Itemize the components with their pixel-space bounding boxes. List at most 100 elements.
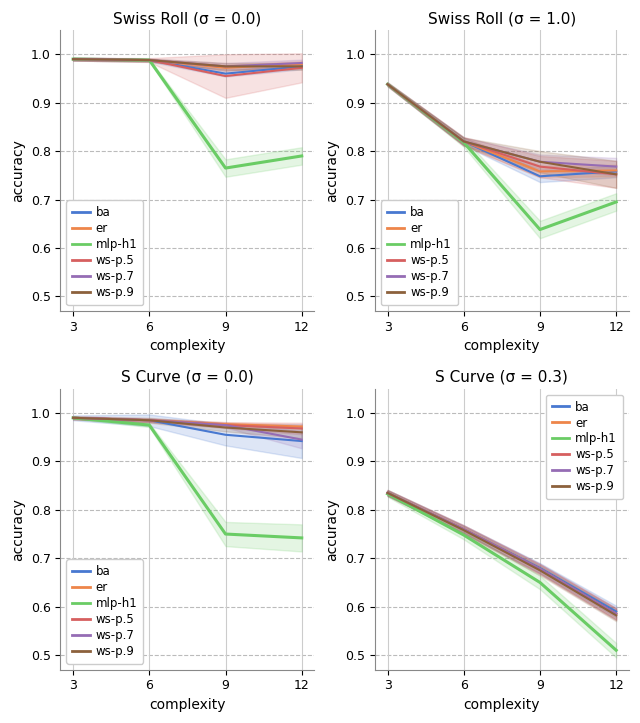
Y-axis label: accuracy: accuracy — [11, 139, 25, 202]
er — [221, 420, 229, 429]
Line: ws-p.7: ws-p.7 — [73, 418, 301, 440]
er — [460, 525, 468, 534]
er — [460, 137, 468, 146]
Legend: ba, er, mlp-h1, ws-p.5, ws-p.7, ws-p.9: ba, er, mlp-h1, ws-p.5, ws-p.7, ws-p.9 — [546, 395, 623, 500]
ws-p.9 — [612, 170, 620, 179]
ws-p.7 — [384, 80, 392, 89]
Line: ws-p.5: ws-p.5 — [73, 418, 301, 429]
mlp-h1 — [145, 56, 153, 64]
ba — [612, 607, 620, 616]
Legend: ba, er, mlp-h1, ws-p.5, ws-p.7, ws-p.9: ba, er, mlp-h1, ws-p.5, ws-p.7, ws-p.9 — [67, 200, 143, 305]
ws-p.7 — [69, 55, 77, 64]
ba — [536, 564, 544, 573]
Line: er: er — [73, 418, 301, 427]
er — [536, 167, 544, 176]
ws-p.9 — [460, 526, 468, 534]
mlp-h1 — [221, 530, 229, 539]
Line: ws-p.5: ws-p.5 — [388, 493, 616, 614]
ws-p.5 — [69, 55, 77, 64]
Line: ba: ba — [388, 493, 616, 612]
Y-axis label: accuracy: accuracy — [326, 497, 340, 560]
er — [69, 55, 77, 64]
ws-p.9 — [69, 55, 77, 64]
Line: ba: ba — [73, 418, 301, 441]
ba — [69, 414, 77, 422]
ba — [384, 80, 392, 89]
ws-p.5 — [384, 489, 392, 497]
Line: ws-p.9: ws-p.9 — [73, 418, 301, 432]
er — [384, 489, 392, 497]
ws-p.7 — [460, 137, 468, 146]
ws-p.7 — [298, 59, 305, 67]
ba — [460, 137, 468, 146]
ws-p.7 — [612, 609, 620, 618]
ws-p.5 — [221, 421, 229, 429]
mlp-h1 — [221, 163, 229, 172]
ws-p.9 — [460, 137, 468, 146]
Legend: ba, er, mlp-h1, ws-p.5, ws-p.7, ws-p.9: ba, er, mlp-h1, ws-p.5, ws-p.7, ws-p.9 — [381, 200, 458, 305]
Line: ba: ba — [388, 85, 616, 176]
Line: er: er — [73, 59, 301, 68]
Line: ba: ba — [73, 59, 301, 74]
ws-p.7 — [221, 421, 229, 429]
er — [612, 166, 620, 175]
Line: ws-p.7: ws-p.7 — [73, 59, 301, 67]
ws-p.9 — [298, 428, 305, 437]
ba — [460, 525, 468, 534]
ws-p.7 — [384, 489, 392, 497]
ws-p.5 — [298, 64, 305, 72]
Line: mlp-h1: mlp-h1 — [388, 494, 616, 650]
mlp-h1 — [145, 421, 153, 429]
ws-p.9 — [221, 423, 229, 432]
ws-p.5 — [145, 416, 153, 424]
mlp-h1 — [384, 489, 392, 498]
X-axis label: complexity: complexity — [463, 698, 540, 712]
ws-p.5 — [460, 525, 468, 534]
ws-p.9 — [145, 416, 153, 424]
ws-p.5 — [460, 137, 468, 146]
ws-p.9 — [384, 489, 392, 497]
mlp-h1 — [460, 138, 468, 147]
ws-p.9 — [221, 62, 229, 71]
mlp-h1 — [384, 80, 392, 89]
ba — [298, 62, 305, 71]
X-axis label: complexity: complexity — [149, 698, 226, 712]
ba — [384, 489, 392, 497]
Line: ws-p.7: ws-p.7 — [388, 85, 616, 166]
ws-p.7 — [145, 56, 153, 64]
mlp-h1 — [460, 531, 468, 539]
Line: mlp-h1: mlp-h1 — [388, 85, 616, 229]
Y-axis label: accuracy: accuracy — [326, 139, 340, 202]
ba — [145, 56, 153, 64]
mlp-h1 — [536, 578, 544, 587]
mlp-h1 — [298, 152, 305, 161]
ws-p.7 — [612, 162, 620, 171]
er — [298, 422, 305, 431]
er — [221, 64, 229, 72]
Title: S Curve (σ = 0.3): S Curve (σ = 0.3) — [435, 370, 568, 385]
ws-p.7 — [536, 565, 544, 573]
Line: mlp-h1: mlp-h1 — [73, 59, 301, 168]
Line: ws-p.5: ws-p.5 — [388, 85, 616, 174]
er — [69, 414, 77, 422]
ws-p.9 — [536, 566, 544, 575]
ws-p.7 — [69, 414, 77, 422]
Title: S Curve (σ = 0.0): S Curve (σ = 0.0) — [121, 370, 254, 385]
ws-p.5 — [384, 80, 392, 89]
Line: ws-p.5: ws-p.5 — [73, 59, 301, 76]
ws-p.7 — [221, 62, 229, 71]
er — [384, 80, 392, 89]
ws-p.9 — [612, 611, 620, 620]
ba — [69, 55, 77, 64]
ba — [221, 430, 229, 439]
ba — [536, 172, 544, 181]
ws-p.9 — [384, 80, 392, 89]
ws-p.5 — [298, 424, 305, 433]
er — [612, 609, 620, 618]
Title: Swiss Roll (σ = 0.0): Swiss Roll (σ = 0.0) — [113, 11, 262, 26]
ws-p.7 — [536, 158, 544, 166]
er — [145, 416, 153, 424]
ws-p.5 — [536, 565, 544, 573]
ws-p.9 — [536, 158, 544, 166]
ba — [221, 69, 229, 78]
